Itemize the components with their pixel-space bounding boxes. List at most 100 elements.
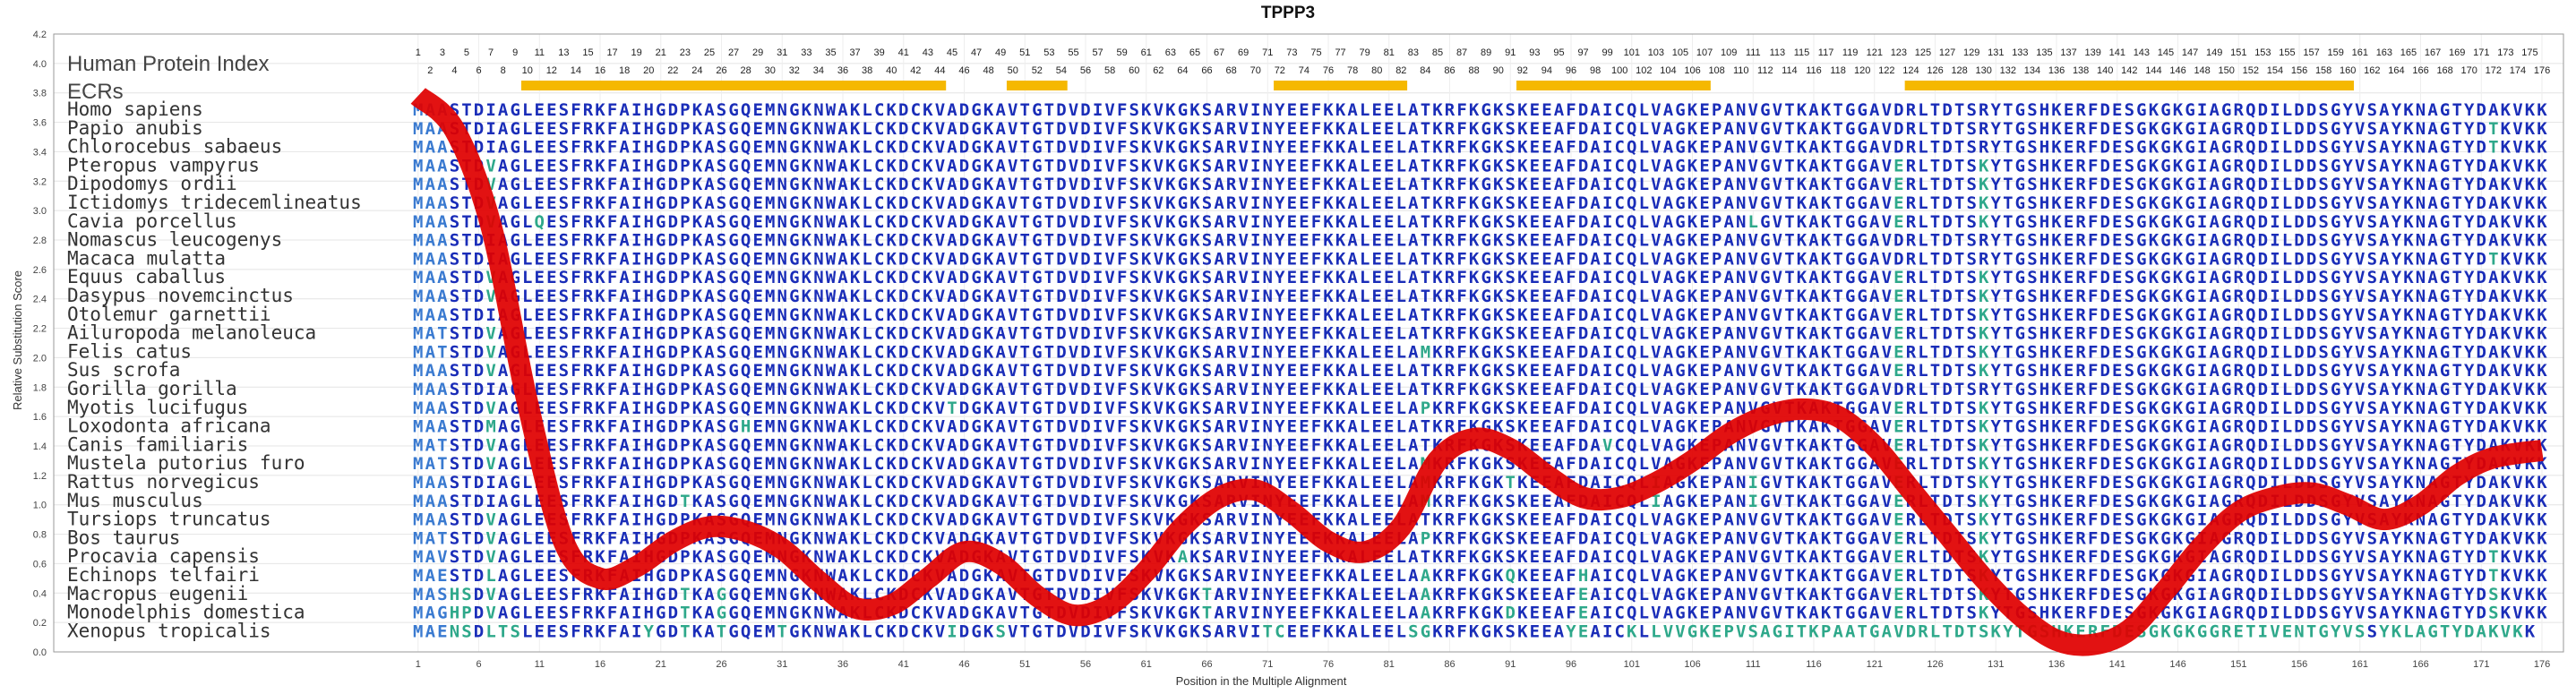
residue: D <box>898 119 908 139</box>
residue: C <box>874 454 884 474</box>
residue: I <box>1602 510 1612 530</box>
residue: S <box>1129 193 1138 213</box>
residue: Y <box>2342 380 2353 399</box>
residue: G <box>510 454 519 474</box>
residue: G <box>1178 342 1188 362</box>
residue: A <box>498 547 509 567</box>
residue: L <box>862 287 872 306</box>
residue: T <box>1954 119 1964 139</box>
residue: L <box>862 398 872 418</box>
residue: K <box>1821 268 1832 287</box>
residue: I <box>2197 100 2207 120</box>
residue: K <box>2537 417 2547 437</box>
residue: T <box>1784 547 1794 567</box>
residue: E <box>2064 454 2074 474</box>
residue: G <box>2015 454 2025 474</box>
residue: G <box>2015 156 2025 176</box>
residue: A <box>995 212 1006 232</box>
residue: V <box>1008 528 1018 548</box>
residue: P <box>1712 528 1722 548</box>
residue: I <box>1602 528 1612 548</box>
residue: S <box>2367 361 2377 381</box>
residue: L <box>862 454 872 474</box>
residue: D <box>668 454 678 474</box>
residue: C <box>874 361 884 381</box>
residue: N <box>1736 100 1746 120</box>
residue: G <box>971 100 981 120</box>
residue: K <box>2173 249 2184 269</box>
residue: K <box>1141 138 1152 158</box>
residue: G <box>2221 566 2231 586</box>
residue: I <box>631 231 641 251</box>
residue: L <box>1918 268 1928 287</box>
residue: I <box>2197 156 2207 176</box>
residue: S <box>450 492 459 511</box>
residue: A <box>1554 119 1565 139</box>
residue: T <box>1784 305 1794 325</box>
residue: L <box>1918 528 1928 548</box>
residue: A <box>995 175 1006 194</box>
residue: A <box>837 119 848 139</box>
residue: T <box>1784 156 1794 176</box>
residue: K <box>1979 398 1989 418</box>
residue: W <box>826 380 837 399</box>
residue: L <box>1639 175 1649 194</box>
residue: K <box>886 361 897 381</box>
residue: T <box>2451 492 2461 511</box>
residue: F <box>1566 380 1576 399</box>
residue: R <box>2075 492 2086 511</box>
protein-index-number: 54 <box>1056 65 1067 76</box>
residue: L <box>1360 268 1370 287</box>
residue: T <box>1930 454 1940 474</box>
residue: S <box>2027 417 2037 437</box>
residue: K <box>802 156 812 176</box>
residue: A <box>1347 585 1358 604</box>
residue: E <box>1299 454 1309 474</box>
residue: A <box>1663 231 1674 251</box>
residue: D <box>2258 268 2268 287</box>
residue: G <box>2015 435 2025 455</box>
residue: W <box>826 361 837 381</box>
residue: V <box>935 528 945 548</box>
residue: I <box>1602 175 1612 194</box>
residue: D <box>1942 212 1952 232</box>
residue: G <box>2440 398 2450 418</box>
residue: I <box>1093 342 1103 362</box>
residue: C <box>874 398 884 418</box>
residue: R <box>1445 492 1455 511</box>
residue: W <box>826 398 837 418</box>
residue: L <box>862 268 872 287</box>
residue: K <box>1821 100 1832 120</box>
residue: T <box>1930 342 1940 362</box>
residue: M <box>765 231 775 251</box>
residue: I <box>1093 380 1103 399</box>
residue: D <box>959 528 969 548</box>
residue: D <box>474 249 484 269</box>
residue: A <box>1723 175 1734 194</box>
protein-index-number: 62 <box>1153 65 1163 76</box>
residue: L <box>862 138 872 158</box>
residue: A <box>1663 361 1674 381</box>
residue: E <box>2112 398 2122 418</box>
residue: S <box>1506 510 1516 530</box>
residue: D <box>1578 212 1588 232</box>
residue: L <box>1396 249 1406 269</box>
residue: Q <box>741 454 751 474</box>
residue: G <box>1857 231 1867 251</box>
residue: T <box>1954 361 1964 381</box>
residue: E <box>752 231 762 251</box>
residue: D <box>1942 380 1952 399</box>
residue: K <box>923 454 933 474</box>
protein-index-number: 69 <box>1238 47 1249 58</box>
residue: K <box>1323 435 1334 455</box>
residue: Y <box>2391 398 2402 418</box>
residue: Y <box>1991 324 2002 344</box>
residue: V <box>1238 492 1248 511</box>
residue: G <box>2440 305 2450 325</box>
residue: Y <box>1275 175 1285 194</box>
residue: L <box>2282 249 2292 269</box>
residue: T <box>2003 473 2013 493</box>
residue: K <box>1165 268 1176 287</box>
residue: T <box>1020 175 1030 194</box>
residue: V <box>1154 324 1163 344</box>
